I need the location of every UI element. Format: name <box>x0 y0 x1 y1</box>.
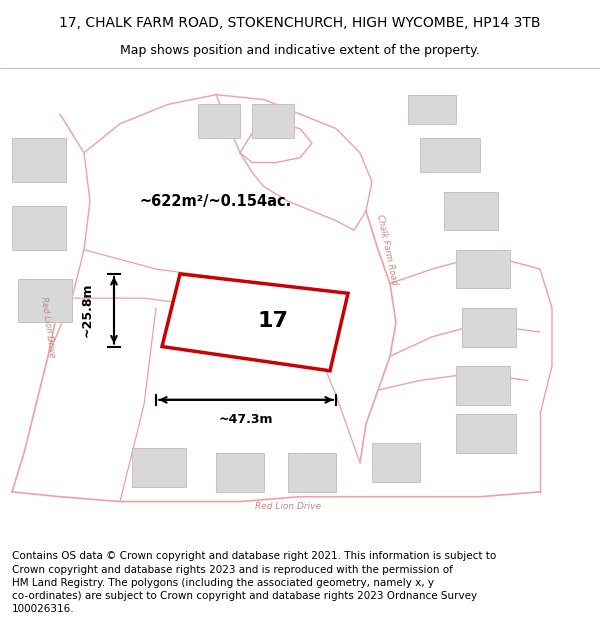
Polygon shape <box>408 94 456 124</box>
Polygon shape <box>444 191 498 230</box>
Text: ~622m²/~0.154ac.: ~622m²/~0.154ac. <box>140 194 292 209</box>
Polygon shape <box>456 366 510 405</box>
Polygon shape <box>198 104 240 138</box>
Text: Map shows position and indicative extent of the property.: Map shows position and indicative extent… <box>120 44 480 58</box>
Text: Red Lion Drive: Red Lion Drive <box>255 502 321 511</box>
Polygon shape <box>456 414 516 453</box>
Polygon shape <box>12 206 66 249</box>
Text: ~25.8m: ~25.8m <box>80 283 94 338</box>
Text: Contains OS data © Crown copyright and database right 2021. This information is : Contains OS data © Crown copyright and d… <box>12 551 496 614</box>
Polygon shape <box>288 453 336 492</box>
Text: Chalk Farm Road: Chalk Farm Road <box>375 214 399 286</box>
Polygon shape <box>456 249 510 289</box>
Polygon shape <box>18 279 72 322</box>
Text: Red Lion Drive: Red Lion Drive <box>39 296 57 358</box>
Polygon shape <box>216 453 264 492</box>
Text: 17: 17 <box>257 311 289 331</box>
Polygon shape <box>252 104 294 138</box>
Polygon shape <box>132 448 186 487</box>
Polygon shape <box>12 138 66 182</box>
Polygon shape <box>162 274 348 371</box>
Polygon shape <box>420 138 480 172</box>
Text: 17, CHALK FARM ROAD, STOKENCHURCH, HIGH WYCOMBE, HP14 3TB: 17, CHALK FARM ROAD, STOKENCHURCH, HIGH … <box>59 16 541 30</box>
Text: ~47.3m: ~47.3m <box>219 412 273 426</box>
Polygon shape <box>372 444 420 483</box>
Polygon shape <box>462 308 516 346</box>
